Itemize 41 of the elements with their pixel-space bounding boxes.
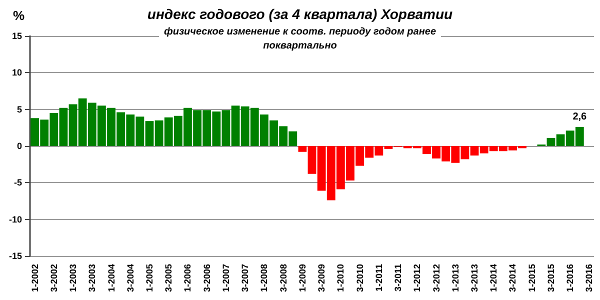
x-tick-label: 1-2006 [182, 264, 193, 292]
x-tick-label: 1-2004 [106, 264, 116, 292]
x-tick-label: 3-2011 [393, 264, 404, 292]
y-tick-label: -5 [14, 178, 22, 188]
x-tick-label: 1-2014 [488, 264, 499, 292]
x-tick-label: 3-2004 [125, 264, 136, 292]
x-tick-label: 3-2010 [354, 264, 365, 292]
x-tick-label: 3-2012 [431, 264, 442, 292]
y-tick-label: 0 [16, 141, 22, 151]
x-tick-label: 1-2002 [30, 264, 40, 292]
x-tick-label: 3-2013 [470, 264, 480, 292]
y-tick-label: -15 [8, 251, 22, 261]
x-tick-label: 3-2007 [240, 264, 250, 292]
x-tick-label: 3-2003 [87, 264, 98, 292]
data-label: 2,6 [572, 111, 588, 122]
x-tick-label: 1-2016 [565, 264, 576, 292]
y-axis-title: % [13, 8, 25, 23]
x-tick-label: 1-2005 [144, 264, 154, 292]
x-tick-label: 1-2011 [374, 264, 384, 292]
chart-subtitle: физическое изменение к соотв. периоду годом ранее поквартально [164, 26, 436, 52]
x-tick-label: 3-2015 [546, 264, 556, 292]
x-tick-label: 1-2015 [526, 264, 537, 292]
x-tick-label: 1-2007 [220, 264, 231, 292]
x-tick-label: 1-2012 [412, 264, 422, 292]
y-tick-label: -10 [8, 214, 22, 224]
y-tick-label: 15 [12, 31, 22, 41]
x-tick-label: 1-2010 [336, 264, 346, 292]
x-tick-label: 3-2016 [584, 264, 594, 292]
x-tick-label: 1-2013 [450, 264, 460, 292]
y-tick-label: 5 [16, 104, 22, 114]
chart-title: индекс годового (за 4 квартала) Хорватии [147, 6, 454, 22]
x-tick-label: 3-2005 [164, 264, 174, 292]
x-tick-label: 1-2008 [259, 264, 270, 292]
x-tick-label: 3-2014 [508, 264, 518, 292]
x-tick-label: 3-2008 [278, 264, 288, 292]
x-tick-label: 3-2006 [202, 264, 212, 292]
x-tick-label: 1-2003 [68, 264, 78, 292]
x-tick-label: 3-2009 [316, 264, 327, 292]
y-tick-label: 10 [12, 68, 22, 78]
x-tick-label: 1-2009 [297, 264, 308, 292]
x-tick-label: 3-2002 [48, 264, 59, 292]
